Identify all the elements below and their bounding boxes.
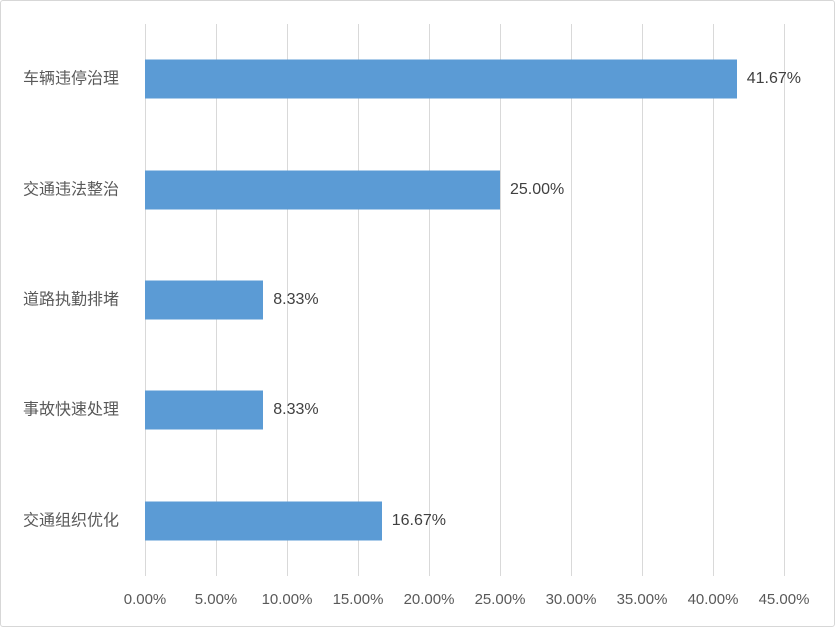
x-tick-label-0.00%: 0.00% — [123, 591, 167, 608]
x-tick-label-15.00%: 15.00% — [332, 591, 384, 608]
x-tick-label-35.00%: 35.00% — [616, 591, 668, 608]
gridline-30.00% — [571, 24, 572, 576]
category-label-道路执勤排堵: 道路执勤排堵 — [22, 291, 119, 309]
category-label-车辆违停治理: 车辆违停治理 — [22, 70, 119, 88]
x-tick-label-10.00%: 10.00% — [261, 591, 313, 608]
bar-事故快速处理[interactable] — [145, 390, 264, 430]
bar-交通违法整治[interactable] — [145, 170, 500, 210]
gridline-45.00% — [784, 24, 785, 576]
bar-交通组织优化[interactable] — [145, 501, 382, 541]
x-tick-label-20.00%: 20.00% — [403, 591, 455, 608]
category-label-交通违法整治: 交通违法整治 — [22, 181, 119, 198]
x-tick-label-25.00%: 25.00% — [474, 591, 526, 608]
data-label-车辆违停治理: 41.67% — [746, 70, 801, 88]
category-label-事故快速处理: 事故快速处理 — [22, 401, 119, 419]
x-tick-label-45.00%: 45.00% — [758, 591, 810, 608]
gridline-15.00% — [358, 24, 359, 576]
x-tick-label-40.00%: 40.00% — [687, 591, 739, 608]
data-label-道路执勤排堵: 8.33% — [273, 291, 319, 308]
gridline-25.00% — [500, 24, 501, 576]
data-label-交通违法整治: 25.00% — [510, 180, 565, 198]
category-label-交通组织优化: 交通组织优化 — [22, 512, 119, 530]
bar-道路执勤排堵[interactable] — [145, 280, 264, 320]
x-tick-label-5.00%: 5.00% — [194, 591, 238, 608]
gridline-10.00% — [287, 24, 288, 576]
category-axis: 车辆违停治理 交通违法整治 道路执勤排堵 事故快速处理 交通组织优化 — [1, 24, 132, 576]
plot-area: 41.67% 25.00% 8.33% 8.33% 16.67% — [145, 24, 801, 576]
gridline-40.00% — [713, 24, 714, 576]
gridline-35.00% — [642, 24, 643, 576]
value-axis: 0.00% 5.00% 10.00% 15.00% 20.00% 25.00% 30.00%… — [124, 589, 810, 611]
data-label-交通组织优化: 16.67% — [391, 511, 446, 529]
bar-车辆违停治理[interactable] — [145, 59, 737, 99]
x-tick-label-30.00%: 30.00% — [545, 591, 597, 608]
gridline-20.00% — [429, 24, 430, 576]
data-label-事故快速处理: 8.33% — [273, 401, 319, 419]
